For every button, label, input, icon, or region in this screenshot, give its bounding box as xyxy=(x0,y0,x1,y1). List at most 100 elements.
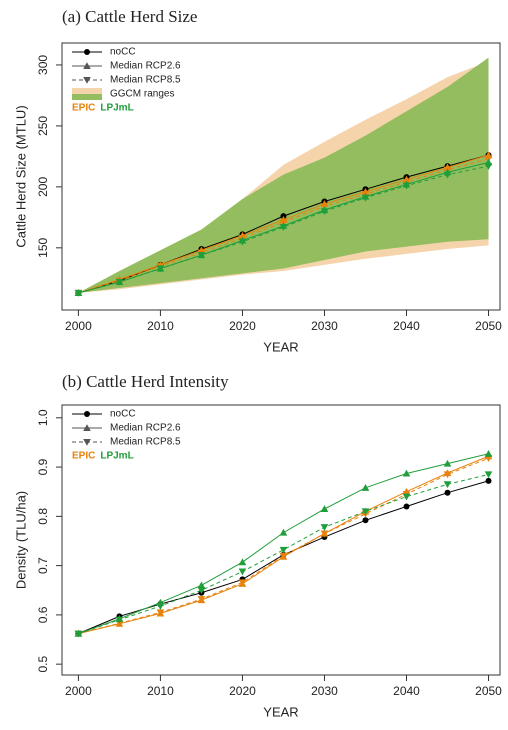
series-line xyxy=(78,455,489,635)
marker xyxy=(320,208,329,216)
marker xyxy=(83,62,91,70)
legend-model: EPIC xyxy=(72,451,95,462)
marker xyxy=(403,503,410,510)
y-tick-label: 0.7 xyxy=(36,557,50,574)
legend-label: GGCM ranges xyxy=(110,89,174,100)
marker xyxy=(83,424,91,432)
y-tick-label: 0.9 xyxy=(36,458,50,475)
marker xyxy=(361,508,370,516)
y-tick-label: 150 xyxy=(36,237,50,257)
legend-model: LPJmL xyxy=(100,451,133,462)
series-line xyxy=(78,457,489,635)
x-tick-label: 2010 xyxy=(147,319,174,333)
x-tick-label: 2040 xyxy=(393,684,420,698)
series-line xyxy=(78,473,489,635)
marker xyxy=(197,252,206,259)
legend-label: noCC xyxy=(110,47,136,58)
x-tick-label: 2000 xyxy=(65,684,92,698)
marker xyxy=(83,76,91,84)
marker xyxy=(320,530,329,538)
marker xyxy=(156,265,165,273)
marker xyxy=(362,517,369,524)
legend-swatch xyxy=(72,88,102,94)
x-tick-label: 2010 xyxy=(147,684,174,698)
x-tick-label: 2050 xyxy=(475,319,502,333)
range-band xyxy=(78,57,489,293)
x-tick-label: 2020 xyxy=(229,684,256,698)
marker xyxy=(156,609,165,617)
marker xyxy=(484,471,493,479)
marker xyxy=(279,546,288,554)
legend-label: noCC xyxy=(110,409,136,420)
marker xyxy=(444,489,451,496)
marker xyxy=(115,616,124,624)
marker xyxy=(361,194,370,202)
x-tick-label: 2020 xyxy=(229,319,256,333)
y-tick-label: 0.5 xyxy=(36,655,50,672)
x-tick-label: 2000 xyxy=(65,319,92,333)
marker xyxy=(279,552,288,560)
marker xyxy=(443,459,452,467)
series-line xyxy=(78,453,489,635)
marker xyxy=(484,449,493,457)
marker xyxy=(402,469,411,477)
marker xyxy=(197,587,206,595)
marker xyxy=(320,524,329,531)
marker xyxy=(238,568,247,576)
y-tick-label: 300 xyxy=(36,55,50,75)
x-axis-label: YEAR xyxy=(263,339,298,354)
chart-title: (a) Cattle Herd Size xyxy=(62,7,197,26)
marker xyxy=(115,620,124,628)
legend: noCC Median RCP2.6 Median RCP8.5 GGCM range… xyxy=(72,47,181,114)
x-tick-label: 2050 xyxy=(475,684,502,698)
marker xyxy=(84,411,90,417)
y-tick-label: 200 xyxy=(36,177,50,197)
x-axis-label: YEAR xyxy=(263,704,298,719)
marker xyxy=(74,289,83,297)
marker xyxy=(197,581,206,589)
marker xyxy=(156,602,165,610)
y-axis-label: Density (TLU/ha) xyxy=(13,491,28,589)
y-axis-label: Cattle Herd Size (MTLU) xyxy=(13,105,28,247)
legend-swatch xyxy=(72,94,102,100)
legend-model: EPIC xyxy=(72,103,95,114)
plot-frame xyxy=(61,42,501,311)
legend-label: Median RCP8.5 xyxy=(110,437,181,448)
legend-label: Median RCP2.6 xyxy=(110,61,181,72)
marker xyxy=(238,238,247,246)
y-tick-label: 0.8 xyxy=(36,508,50,525)
marker xyxy=(402,182,411,190)
marker xyxy=(84,49,90,55)
legend-model: LPJmL xyxy=(100,103,133,114)
marker xyxy=(443,471,452,479)
marker xyxy=(197,596,206,603)
y-tick-label: 250 xyxy=(36,116,50,136)
marker xyxy=(238,579,247,587)
marker xyxy=(402,493,411,501)
marker xyxy=(279,224,288,231)
marker xyxy=(443,171,452,179)
legend: noCC Median RCP2.6 Median RCP8.5 EPIC LPJmL xyxy=(72,409,181,462)
marker xyxy=(74,630,83,638)
legend-label: Median RCP8.5 xyxy=(110,75,181,86)
marker xyxy=(320,505,329,512)
x-tick-label: 2030 xyxy=(311,319,338,333)
marker xyxy=(238,558,247,566)
series-line xyxy=(78,158,489,294)
marker xyxy=(361,483,370,491)
x-tick-label: 2040 xyxy=(393,319,420,333)
y-tick-label: 0.6 xyxy=(36,606,50,623)
marker xyxy=(484,455,493,463)
marker xyxy=(443,481,452,489)
chart-title: (b) Cattle Herd Intensity xyxy=(62,372,229,391)
legend-label: Median RCP2.6 xyxy=(110,423,181,434)
x-tick-label: 2030 xyxy=(311,684,338,698)
plot-frame xyxy=(61,404,501,676)
y-tick-label: 1.0 xyxy=(36,409,50,426)
series-line xyxy=(78,165,489,294)
marker xyxy=(83,438,91,446)
marker xyxy=(485,477,492,484)
marker xyxy=(279,528,288,536)
marker xyxy=(484,163,493,170)
